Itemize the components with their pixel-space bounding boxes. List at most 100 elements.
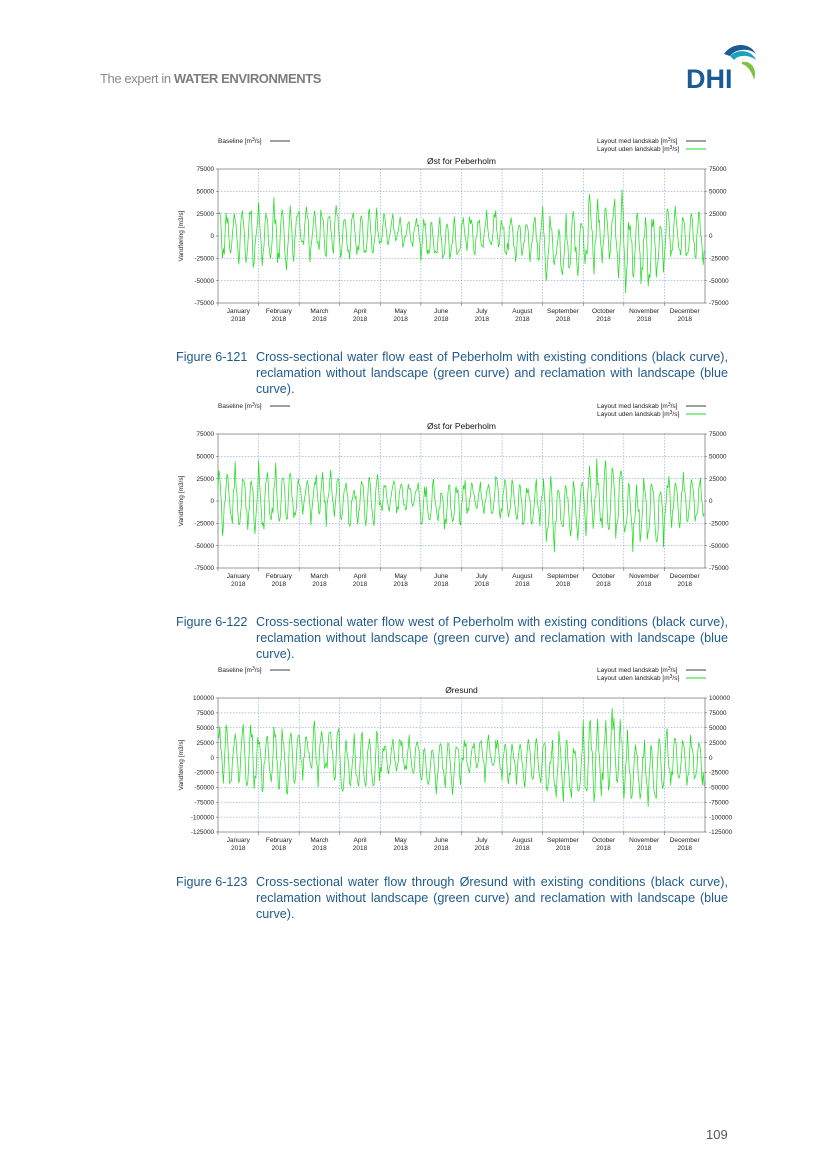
x-tick-year: 2018 bbox=[231, 845, 246, 852]
y-tick-label: 0 bbox=[210, 498, 214, 505]
y-tick-label: 25000 bbox=[196, 740, 214, 747]
y-tick-label-right: 0 bbox=[709, 498, 713, 505]
y-axis-label: Vandføring [m3/s] bbox=[178, 739, 185, 790]
figure-caption-2: Figure 6-122 Cross-sectional water flow … bbox=[176, 614, 728, 662]
x-tick-month: December bbox=[670, 837, 701, 844]
x-tick-year: 2018 bbox=[312, 845, 327, 852]
x-tick-year: 2018 bbox=[231, 316, 246, 323]
chart-title: Øst for Peberholm bbox=[427, 156, 496, 166]
x-tick-year: 2018 bbox=[556, 581, 571, 588]
y-tick-label-right: -100000 bbox=[709, 814, 733, 821]
x-tick-month: March bbox=[310, 573, 328, 580]
y-tick-label-right: -25000 bbox=[709, 521, 729, 528]
x-tick-month: August bbox=[512, 837, 532, 844]
x-tick-month: March bbox=[310, 308, 328, 315]
x-tick-year: 2018 bbox=[596, 316, 611, 323]
y-tick-label-right: 50000 bbox=[709, 189, 727, 196]
figure-number: Figure 6-123 bbox=[176, 875, 248, 889]
x-tick-month: February bbox=[266, 573, 293, 580]
figure-caption-3: Figure 6-123 Cross-sectional water flow … bbox=[176, 874, 728, 922]
x-tick-year: 2018 bbox=[637, 581, 652, 588]
x-tick-month: October bbox=[592, 573, 616, 580]
x-tick-month: August bbox=[512, 573, 532, 580]
series-layout-uden-landskab bbox=[217, 707, 705, 807]
x-tick-month: June bbox=[434, 837, 448, 844]
series-layout-uden-landskab bbox=[217, 458, 705, 553]
y-tick-label: 75000 bbox=[196, 710, 214, 717]
y-tick-label-right: -125000 bbox=[709, 829, 733, 836]
figure-text: Cross-sectional water flow through Øresu… bbox=[256, 875, 728, 921]
chart-2: Baseline [m3/s] Layout med landskab [m3/s… bbox=[178, 402, 729, 588]
chart-3: Baseline [m3/s] Layout med landskab [m3/s… bbox=[178, 666, 733, 852]
y-tick-label: -25000 bbox=[194, 770, 214, 777]
y-tick-label-right: -25000 bbox=[709, 770, 729, 777]
x-tick-year: 2018 bbox=[312, 581, 327, 588]
x-tick-year: 2018 bbox=[353, 316, 368, 323]
legend-baseline: Baseline [m3/s] bbox=[218, 402, 262, 410]
figure-number: Figure 6-122 bbox=[176, 615, 248, 629]
y-tick-label: 25000 bbox=[196, 476, 214, 483]
x-tick-month: May bbox=[394, 837, 407, 844]
y-tick-label: -125000 bbox=[191, 829, 215, 836]
y-tick-label-right: 25000 bbox=[709, 211, 727, 218]
y-tick-label: 0 bbox=[210, 755, 214, 762]
x-tick-month: November bbox=[629, 837, 660, 844]
y-tick-label-right: 75000 bbox=[709, 431, 727, 438]
y-tick-label-right: 0 bbox=[709, 755, 713, 762]
series-layout-uden-landskab bbox=[217, 189, 705, 294]
y-tick-label-right: 25000 bbox=[709, 740, 727, 747]
tagline-prefix: The expert in bbox=[100, 71, 174, 86]
x-tick-month: September bbox=[547, 837, 580, 844]
x-tick-year: 2018 bbox=[231, 581, 246, 588]
x-tick-month: April bbox=[354, 308, 368, 315]
chart-title: Øst for Peberholm bbox=[427, 421, 496, 431]
y-tick-label-right: 25000 bbox=[709, 476, 727, 483]
x-tick-month: December bbox=[670, 308, 701, 315]
x-tick-month: May bbox=[394, 573, 407, 580]
legend-layout-uden: Layout uden landskab [m3/s] bbox=[597, 410, 679, 418]
x-tick-year: 2018 bbox=[515, 845, 530, 852]
x-tick-month: May bbox=[394, 308, 407, 315]
y-tick-label: -100000 bbox=[191, 814, 215, 821]
tagline-bold: WATER ENVIRONMENTS bbox=[173, 71, 322, 86]
figure-number: Figure 6-121 bbox=[176, 350, 248, 364]
x-tick-month: September bbox=[547, 573, 580, 580]
x-tick-year: 2018 bbox=[596, 581, 611, 588]
x-tick-year: 2018 bbox=[434, 316, 449, 323]
x-tick-year: 2018 bbox=[272, 845, 287, 852]
y-tick-label: -75000 bbox=[194, 300, 214, 307]
x-tick-year: 2018 bbox=[515, 316, 530, 323]
x-tick-month: February bbox=[266, 837, 293, 844]
x-tick-month: October bbox=[592, 837, 616, 844]
x-tick-year: 2018 bbox=[393, 316, 408, 323]
x-tick-month: July bbox=[476, 308, 488, 315]
dhi-logo: DHI bbox=[686, 45, 756, 92]
y-tick-label: -75000 bbox=[194, 565, 214, 572]
figure-text: Cross-sectional water flow east of Peber… bbox=[256, 350, 728, 396]
legend-layout-uden: Layout uden landskab [m3/s] bbox=[597, 674, 679, 682]
y-tick-label: -25000 bbox=[194, 256, 214, 263]
x-tick-year: 2018 bbox=[393, 845, 408, 852]
y-tick-label-right: 75000 bbox=[709, 166, 727, 173]
y-tick-label: 75000 bbox=[196, 166, 214, 173]
y-tick-label-right: -50000 bbox=[709, 543, 729, 550]
y-tick-label: -25000 bbox=[194, 521, 214, 528]
y-tick-label-right: -50000 bbox=[709, 278, 729, 285]
y-tick-label-right: 100000 bbox=[709, 695, 731, 702]
x-tick-month: July bbox=[476, 573, 488, 580]
legend-baseline: Baseline [m3/s] bbox=[218, 666, 262, 674]
y-tick-label: -50000 bbox=[194, 278, 214, 285]
x-tick-month: March bbox=[310, 837, 328, 844]
x-tick-month: January bbox=[227, 837, 251, 844]
x-tick-year: 2018 bbox=[637, 845, 652, 852]
x-tick-year: 2018 bbox=[677, 316, 692, 323]
x-tick-year: 2018 bbox=[596, 845, 611, 852]
x-tick-month: January bbox=[227, 573, 251, 580]
x-tick-year: 2018 bbox=[475, 845, 490, 852]
x-tick-year: 2018 bbox=[434, 581, 449, 588]
header-tagline: The expert in WATER ENVIRONMENTS bbox=[100, 71, 321, 86]
legend-layout-med: Layout med landskab [m3/s] bbox=[597, 666, 678, 674]
y-tick-label-right: 75000 bbox=[709, 710, 727, 717]
figure-caption-1: Figure 6-121 Cross-sectional water flow … bbox=[176, 349, 728, 397]
x-tick-month: November bbox=[629, 573, 660, 580]
